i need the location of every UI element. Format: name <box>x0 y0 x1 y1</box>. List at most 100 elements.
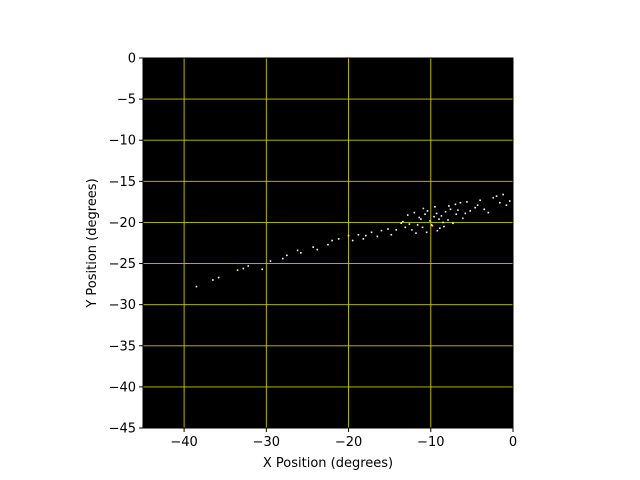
data-point <box>459 201 462 204</box>
data-point <box>390 233 393 236</box>
x-tick-label: 0 <box>509 435 517 450</box>
data-point <box>483 208 486 211</box>
data-points <box>195 193 511 288</box>
data-point <box>327 243 329 246</box>
data-point <box>469 210 472 212</box>
data-point <box>247 265 250 267</box>
data-point <box>430 224 433 226</box>
data-point <box>499 201 501 204</box>
data-point <box>452 222 454 225</box>
x-axis-ticks: −40 −30 −20 −10 0 <box>170 428 517 450</box>
y-axis-label: Y Position (degrees) <box>85 178 100 308</box>
y-tick-label: −35 <box>109 339 136 354</box>
y-tick-label: −20 <box>109 216 136 231</box>
data-point <box>242 267 245 270</box>
data-point <box>443 225 445 228</box>
data-point <box>495 195 498 197</box>
data-point <box>312 246 314 248</box>
data-point <box>316 248 319 251</box>
data-point <box>351 239 354 242</box>
data-point <box>444 210 447 213</box>
y-tick-label: −30 <box>109 298 136 313</box>
data-point <box>300 252 302 254</box>
data-point <box>415 232 417 234</box>
data-point <box>439 227 441 229</box>
data-point <box>286 254 288 257</box>
x-tick-label: −20 <box>335 435 362 450</box>
data-point <box>195 285 198 288</box>
y-tick-label: 0 <box>128 52 136 67</box>
data-point <box>411 229 413 231</box>
grid-lines <box>143 58 514 428</box>
data-point <box>212 279 214 281</box>
data-point <box>449 208 452 211</box>
data-point <box>408 223 411 225</box>
data-point <box>505 204 508 206</box>
data-point <box>281 257 284 260</box>
data-point <box>416 224 419 226</box>
data-point <box>479 199 481 202</box>
data-point <box>402 220 404 223</box>
y-tick-label: −45 <box>109 422 136 437</box>
data-point <box>476 204 479 206</box>
data-point <box>357 233 360 236</box>
y-tick-label: −40 <box>109 380 136 395</box>
data-point <box>462 217 464 220</box>
y-axis-ticks: 0 −5 −10 −15 −20 −25 −30 −35 −40 −45 <box>109 52 143 437</box>
data-point <box>413 211 416 214</box>
data-point <box>337 238 340 240</box>
data-point <box>406 214 409 216</box>
data-point <box>492 196 495 199</box>
data-point <box>347 234 350 237</box>
data-point <box>466 201 468 203</box>
data-point <box>420 218 422 220</box>
data-point <box>376 235 379 238</box>
data-point <box>426 210 429 212</box>
data-point <box>438 218 440 220</box>
data-point <box>442 221 444 224</box>
data-point <box>508 200 511 202</box>
y-tick-label: −15 <box>109 175 136 190</box>
data-point <box>261 268 264 271</box>
data-point <box>236 269 239 271</box>
data-point <box>454 203 457 206</box>
data-point <box>395 229 398 231</box>
data-point <box>421 226 424 229</box>
data-point <box>429 220 431 222</box>
data-point <box>331 239 333 242</box>
data-point <box>418 216 421 219</box>
y-tick-label: −5 <box>117 93 136 108</box>
data-point <box>487 211 490 214</box>
plot-area <box>143 58 513 428</box>
plot-frame <box>142 57 514 429</box>
y-tick-label: −25 <box>109 257 136 272</box>
data-point <box>436 229 439 232</box>
data-point <box>474 206 476 209</box>
data-point <box>457 209 459 211</box>
data-point <box>269 260 272 262</box>
data-point <box>296 249 299 252</box>
data-point <box>400 222 402 225</box>
data-point <box>365 234 367 237</box>
data-point <box>362 238 365 240</box>
x-tick-label: −40 <box>170 435 197 450</box>
data-point <box>464 212 467 215</box>
data-point <box>424 213 426 216</box>
data-point <box>448 205 450 207</box>
data-point <box>387 228 389 230</box>
data-point <box>433 215 435 218</box>
data-point <box>502 193 504 196</box>
data-point <box>380 229 383 232</box>
data-point <box>431 224 434 227</box>
data-point <box>434 206 436 208</box>
data-point <box>217 276 220 279</box>
data-point <box>447 219 449 221</box>
x-tick-label: −10 <box>417 435 444 450</box>
x-tick-label: −30 <box>253 435 280 450</box>
data-point <box>422 207 425 210</box>
y-tick-label: −10 <box>109 134 136 149</box>
data-point <box>440 215 443 217</box>
data-point <box>435 212 438 215</box>
x-axis-label: X Position (degrees) <box>263 456 393 471</box>
